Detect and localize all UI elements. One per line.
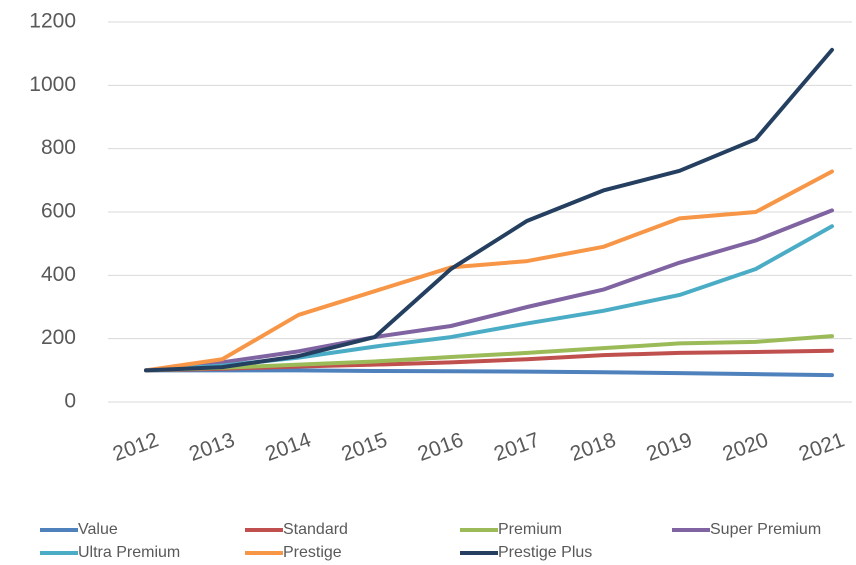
series-line — [144, 47, 834, 373]
y-tick-label: 200 — [41, 326, 76, 349]
y-tick-label: 400 — [41, 263, 76, 286]
x-tick-label: 2014 — [262, 428, 314, 466]
x-tick-label: 2019 — [643, 428, 695, 466]
legend-label: Ultra Premium — [78, 544, 180, 561]
x-tick-label: 2015 — [339, 428, 391, 466]
y-tick-label: 1000 — [29, 73, 76, 96]
legend-label: Prestige — [283, 544, 342, 561]
y-tick-label: 800 — [41, 136, 76, 159]
legend-label: Value — [78, 521, 118, 538]
y-tick-label: 1200 — [29, 10, 76, 33]
y-tick-label: 600 — [41, 200, 76, 223]
x-tick-label: 2012 — [110, 428, 162, 466]
series-line — [144, 368, 834, 378]
legend-label: Standard — [283, 521, 348, 538]
x-tick-label: 2017 — [491, 428, 543, 466]
x-tick-label: 2021 — [796, 428, 848, 466]
series-line — [144, 208, 834, 373]
legend-label: Prestige Plus — [498, 544, 592, 561]
x-tick-label: 2020 — [720, 428, 772, 466]
x-tick-label: 2018 — [567, 428, 619, 466]
series-line — [144, 334, 834, 373]
legend-label: Super Premium — [710, 521, 821, 538]
x-tick-label: 2016 — [415, 428, 467, 466]
series-line — [144, 169, 834, 373]
x-tick-label: 2013 — [186, 428, 238, 466]
y-tick-label: 0 — [64, 390, 76, 413]
legend-label: Premium — [498, 521, 562, 538]
